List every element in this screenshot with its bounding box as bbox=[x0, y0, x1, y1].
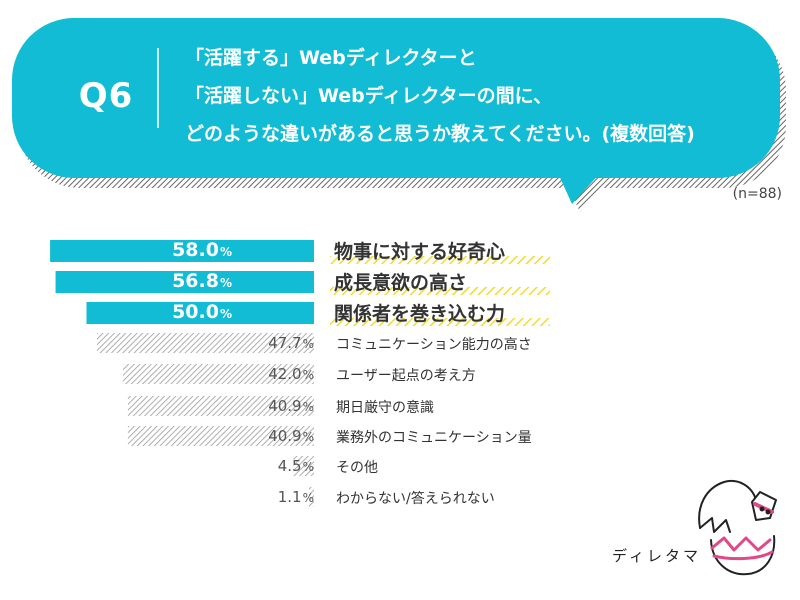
mascot-name: ディレタマ bbox=[612, 547, 701, 565]
value-number-9: 1.1 bbox=[277, 488, 302, 506]
category-highlight-1 bbox=[330, 256, 550, 264]
value-label-2: 56.8% bbox=[120, 270, 232, 292]
value-number-1: 58.0 bbox=[172, 239, 219, 261]
value-label-7: 40.9% bbox=[150, 427, 314, 445]
value-number-5: 42.0 bbox=[268, 365, 302, 383]
question-line-1: 「活躍する」Webディレクターと bbox=[185, 47, 477, 69]
category-label-4: コミュニケーション能力の高さ bbox=[336, 337, 532, 353]
value-label-3: 50.0% bbox=[120, 301, 232, 323]
bar-9 bbox=[308, 487, 314, 507]
value-unit-2: % bbox=[219, 276, 232, 290]
value-number-2: 56.8 bbox=[172, 270, 219, 292]
bar-1 bbox=[50, 240, 314, 262]
value-number-7: 40.9 bbox=[268, 427, 302, 445]
value-unit-5: % bbox=[302, 368, 314, 382]
value-unit-3: % bbox=[219, 307, 232, 321]
value-number-6: 40.9 bbox=[268, 397, 302, 415]
value-unit-1: % bbox=[219, 245, 232, 259]
sample-size-label: (n=88) bbox=[732, 186, 782, 202]
value-number-4: 47.7 bbox=[268, 334, 302, 352]
value-label-9: 1.1% bbox=[150, 488, 314, 506]
question-line-3: どのような違いがあると思うか教えてください。(複数回答) bbox=[185, 123, 695, 145]
bar-6 bbox=[127, 396, 314, 416]
category-highlight-3 bbox=[330, 318, 550, 326]
category-label-6: 期日厳守の意識 bbox=[336, 400, 434, 416]
bar-3 bbox=[86, 302, 314, 324]
value-label-5: 42.0% bbox=[150, 365, 314, 383]
category-label-2: 成長意欲の高さ bbox=[334, 272, 468, 294]
question-number: Q6 bbox=[78, 76, 134, 116]
mascot-egg-icon bbox=[698, 480, 777, 576]
value-unit-9: % bbox=[302, 491, 314, 505]
category-label-5: ユーザー起点の考え方 bbox=[336, 368, 476, 384]
value-label-1: 58.0% bbox=[120, 239, 232, 261]
question-line-2: 「活躍しない」Webディレクターの間に、 bbox=[185, 85, 553, 107]
category-highlight-2 bbox=[330, 287, 550, 295]
value-unit-6: % bbox=[302, 400, 314, 414]
category-label-7: 業務外のコミュニケーション量 bbox=[336, 430, 532, 446]
value-unit-8: % bbox=[302, 460, 314, 474]
bar-7 bbox=[127, 426, 314, 446]
value-label-8: 4.5% bbox=[150, 457, 314, 475]
category-label-1: 物事に対する好奇心 bbox=[334, 241, 506, 263]
category-label-9: わからない/答えられない bbox=[336, 491, 495, 507]
category-label-3: 関係者を巻き込む力 bbox=[334, 303, 506, 325]
bar-8 bbox=[293, 456, 314, 476]
value-unit-4: % bbox=[302, 337, 314, 351]
value-label-6: 40.9% bbox=[150, 397, 314, 415]
category-label-8: その他 bbox=[336, 460, 378, 476]
value-label-4: 47.7% bbox=[150, 334, 314, 352]
speech-bubble bbox=[12, 18, 780, 204]
bar-5 bbox=[122, 364, 315, 384]
bar-2 bbox=[55, 271, 315, 293]
bar-4 bbox=[96, 333, 314, 353]
value-number-3: 50.0 bbox=[172, 301, 219, 323]
value-number-8: 4.5 bbox=[277, 457, 302, 475]
value-unit-7: % bbox=[302, 430, 314, 444]
